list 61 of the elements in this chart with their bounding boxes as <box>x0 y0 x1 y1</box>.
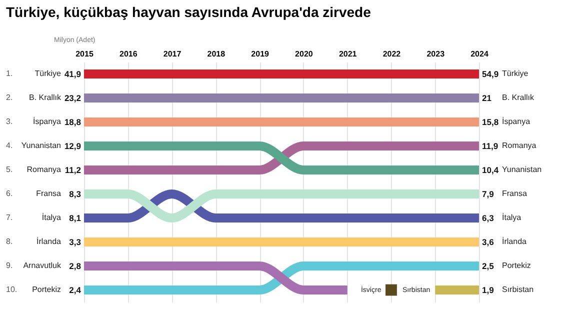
text: Sırbistan <box>502 285 534 294</box>
text: B. Krallık <box>28 93 62 102</box>
annotation: 7,9 <box>482 189 494 199</box>
annotation: 3,3 <box>69 237 82 247</box>
y-tick-label: 8. <box>6 237 13 246</box>
text: İtalya <box>502 213 522 222</box>
text: İrlanda <box>502 237 526 246</box>
x-tick-label: 2020 <box>295 50 314 58</box>
x-tick-label: 2023 <box>426 50 446 58</box>
text: Romanya <box>26 165 62 174</box>
annotation: 18,8 <box>64 117 82 127</box>
annotation: 2,4 <box>69 285 82 295</box>
x-tick-label: 2015 <box>76 50 94 58</box>
text: Türkiye <box>34 69 62 78</box>
annotation: 10,4 <box>482 165 499 175</box>
y-tick-label: 5. <box>6 165 13 174</box>
text: Yunanistan <box>21 141 61 150</box>
annotation: 6,3 <box>482 213 494 223</box>
x-tick-label: 2018 <box>207 50 226 58</box>
y-tick-label: 2. <box>6 93 13 102</box>
x-tick-label: 2021 <box>338 50 358 58</box>
text: Yunanistan <box>502 165 542 174</box>
annotation: 11,2 <box>64 165 82 175</box>
text: İrlanda <box>36 237 62 246</box>
text: Romanya <box>502 141 536 150</box>
text: Arnavutluk <box>23 261 62 270</box>
x-tick-label: 2024 <box>470 50 489 58</box>
y-tick-label: 7. <box>6 213 13 222</box>
text: Portekiz <box>502 261 531 270</box>
annotation: 41,9 <box>64 69 82 79</box>
y-tick-label: 3. <box>6 117 13 126</box>
annotation: 2,8 <box>69 261 82 271</box>
x-tick-label: 2017 <box>163 50 182 58</box>
text: İtalya <box>42 213 62 222</box>
x-tick-label: 2022 <box>382 50 402 58</box>
x-tick-label: 2019 <box>251 50 270 58</box>
annotation: 54,9 <box>482 69 499 79</box>
y-tick-label: 10. <box>6 285 18 294</box>
text: Fransa <box>502 189 527 198</box>
text: Türkiye <box>502 69 528 78</box>
annotation: 21 <box>482 93 492 103</box>
annotation: 11,9 <box>482 141 498 151</box>
text: İspanya <box>32 117 62 126</box>
annotation: 8,3 <box>69 189 82 199</box>
y-tick-label: 6. <box>6 189 13 198</box>
y-tick-label: 4. <box>6 141 13 150</box>
text: B. Krallık <box>502 93 534 102</box>
text: Portekiz <box>32 285 61 294</box>
text: İspanya <box>502 117 530 126</box>
x-tick-label: 2016 <box>119 50 138 58</box>
y-tick-label: 9. <box>6 261 13 270</box>
annotation: 23,2 <box>64 93 82 103</box>
y-tick-label: 1. <box>6 69 13 78</box>
annotation: 12,9 <box>64 141 82 151</box>
chart-title: Türkiye, küçükbaş hayvan sayısında Avrupa'da zirvede <box>6 4 372 20</box>
annotation: 8,1 <box>69 213 82 223</box>
annotation: 3,6 <box>482 237 494 247</box>
text: Fransa <box>36 189 62 198</box>
annotation: 15,8 <box>482 117 499 127</box>
annotation: 1,9 <box>482 285 494 295</box>
annotation: 2,5 <box>482 261 494 271</box>
